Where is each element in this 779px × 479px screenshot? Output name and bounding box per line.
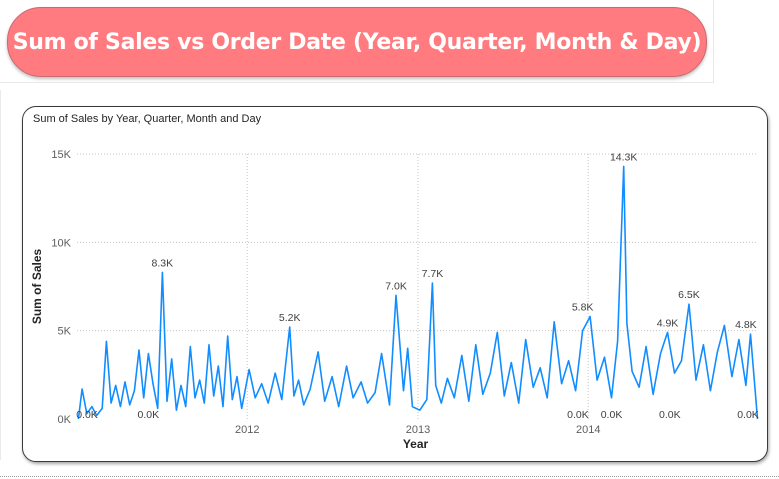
x-tick-label: 2014 (576, 424, 600, 436)
data-label: 5.2K (279, 312, 301, 324)
x-axis-title: Year (403, 437, 429, 451)
data-label: 14.3K (610, 151, 637, 163)
data-label: 0.0K (138, 409, 160, 421)
data-label: 0.0K (76, 409, 98, 421)
banner-title: Sum of Sales vs Order Date (Year, Quarte… (12, 29, 702, 55)
line-chart-visual[interactable]: Sum of Sales by Year, Quarter, Month and… (22, 106, 768, 462)
data-label: 0.0K (737, 409, 759, 421)
y-tick-label: 15K (51, 149, 71, 161)
data-label: 0.0K (659, 409, 681, 421)
y-axis-title: Sum of Sales (30, 248, 44, 324)
y-tick-label: 0K (58, 414, 72, 426)
data-label: 0.0K (601, 409, 623, 421)
data-label: 8.3K (152, 257, 174, 269)
data-label: 6.5K (678, 289, 700, 301)
title-banner: Sum of Sales vs Order Date (Year, Quarte… (7, 7, 707, 77)
x-tick-label: 2013 (406, 424, 430, 436)
data-label: 0.0K (567, 409, 589, 421)
sales-series-line[interactable] (77, 165, 759, 420)
data-label: 4.8K (735, 319, 757, 331)
chart-svg: 0K 5K 10K 15K 2012 2013 2014 0.0K 8.3K 5.2K 7.0K… (30, 149, 759, 451)
y-tick-label: 10K (51, 237, 71, 249)
data-label: 5.8K (572, 302, 594, 314)
visual-title: Sum of Sales by Year, Quarter, Month and… (33, 113, 262, 125)
y-tick-label: 5K (58, 326, 72, 338)
page-divider (0, 476, 779, 477)
x-tick-label: 2012 (235, 424, 259, 436)
data-label: 4.9K (657, 317, 679, 329)
data-label: 7.7K (422, 268, 444, 280)
banner-container: Sum of Sales vs Order Date (Year, Quarte… (0, 0, 714, 83)
frame-divider (0, 90, 1, 460)
data-label: 7.0K (385, 280, 407, 292)
